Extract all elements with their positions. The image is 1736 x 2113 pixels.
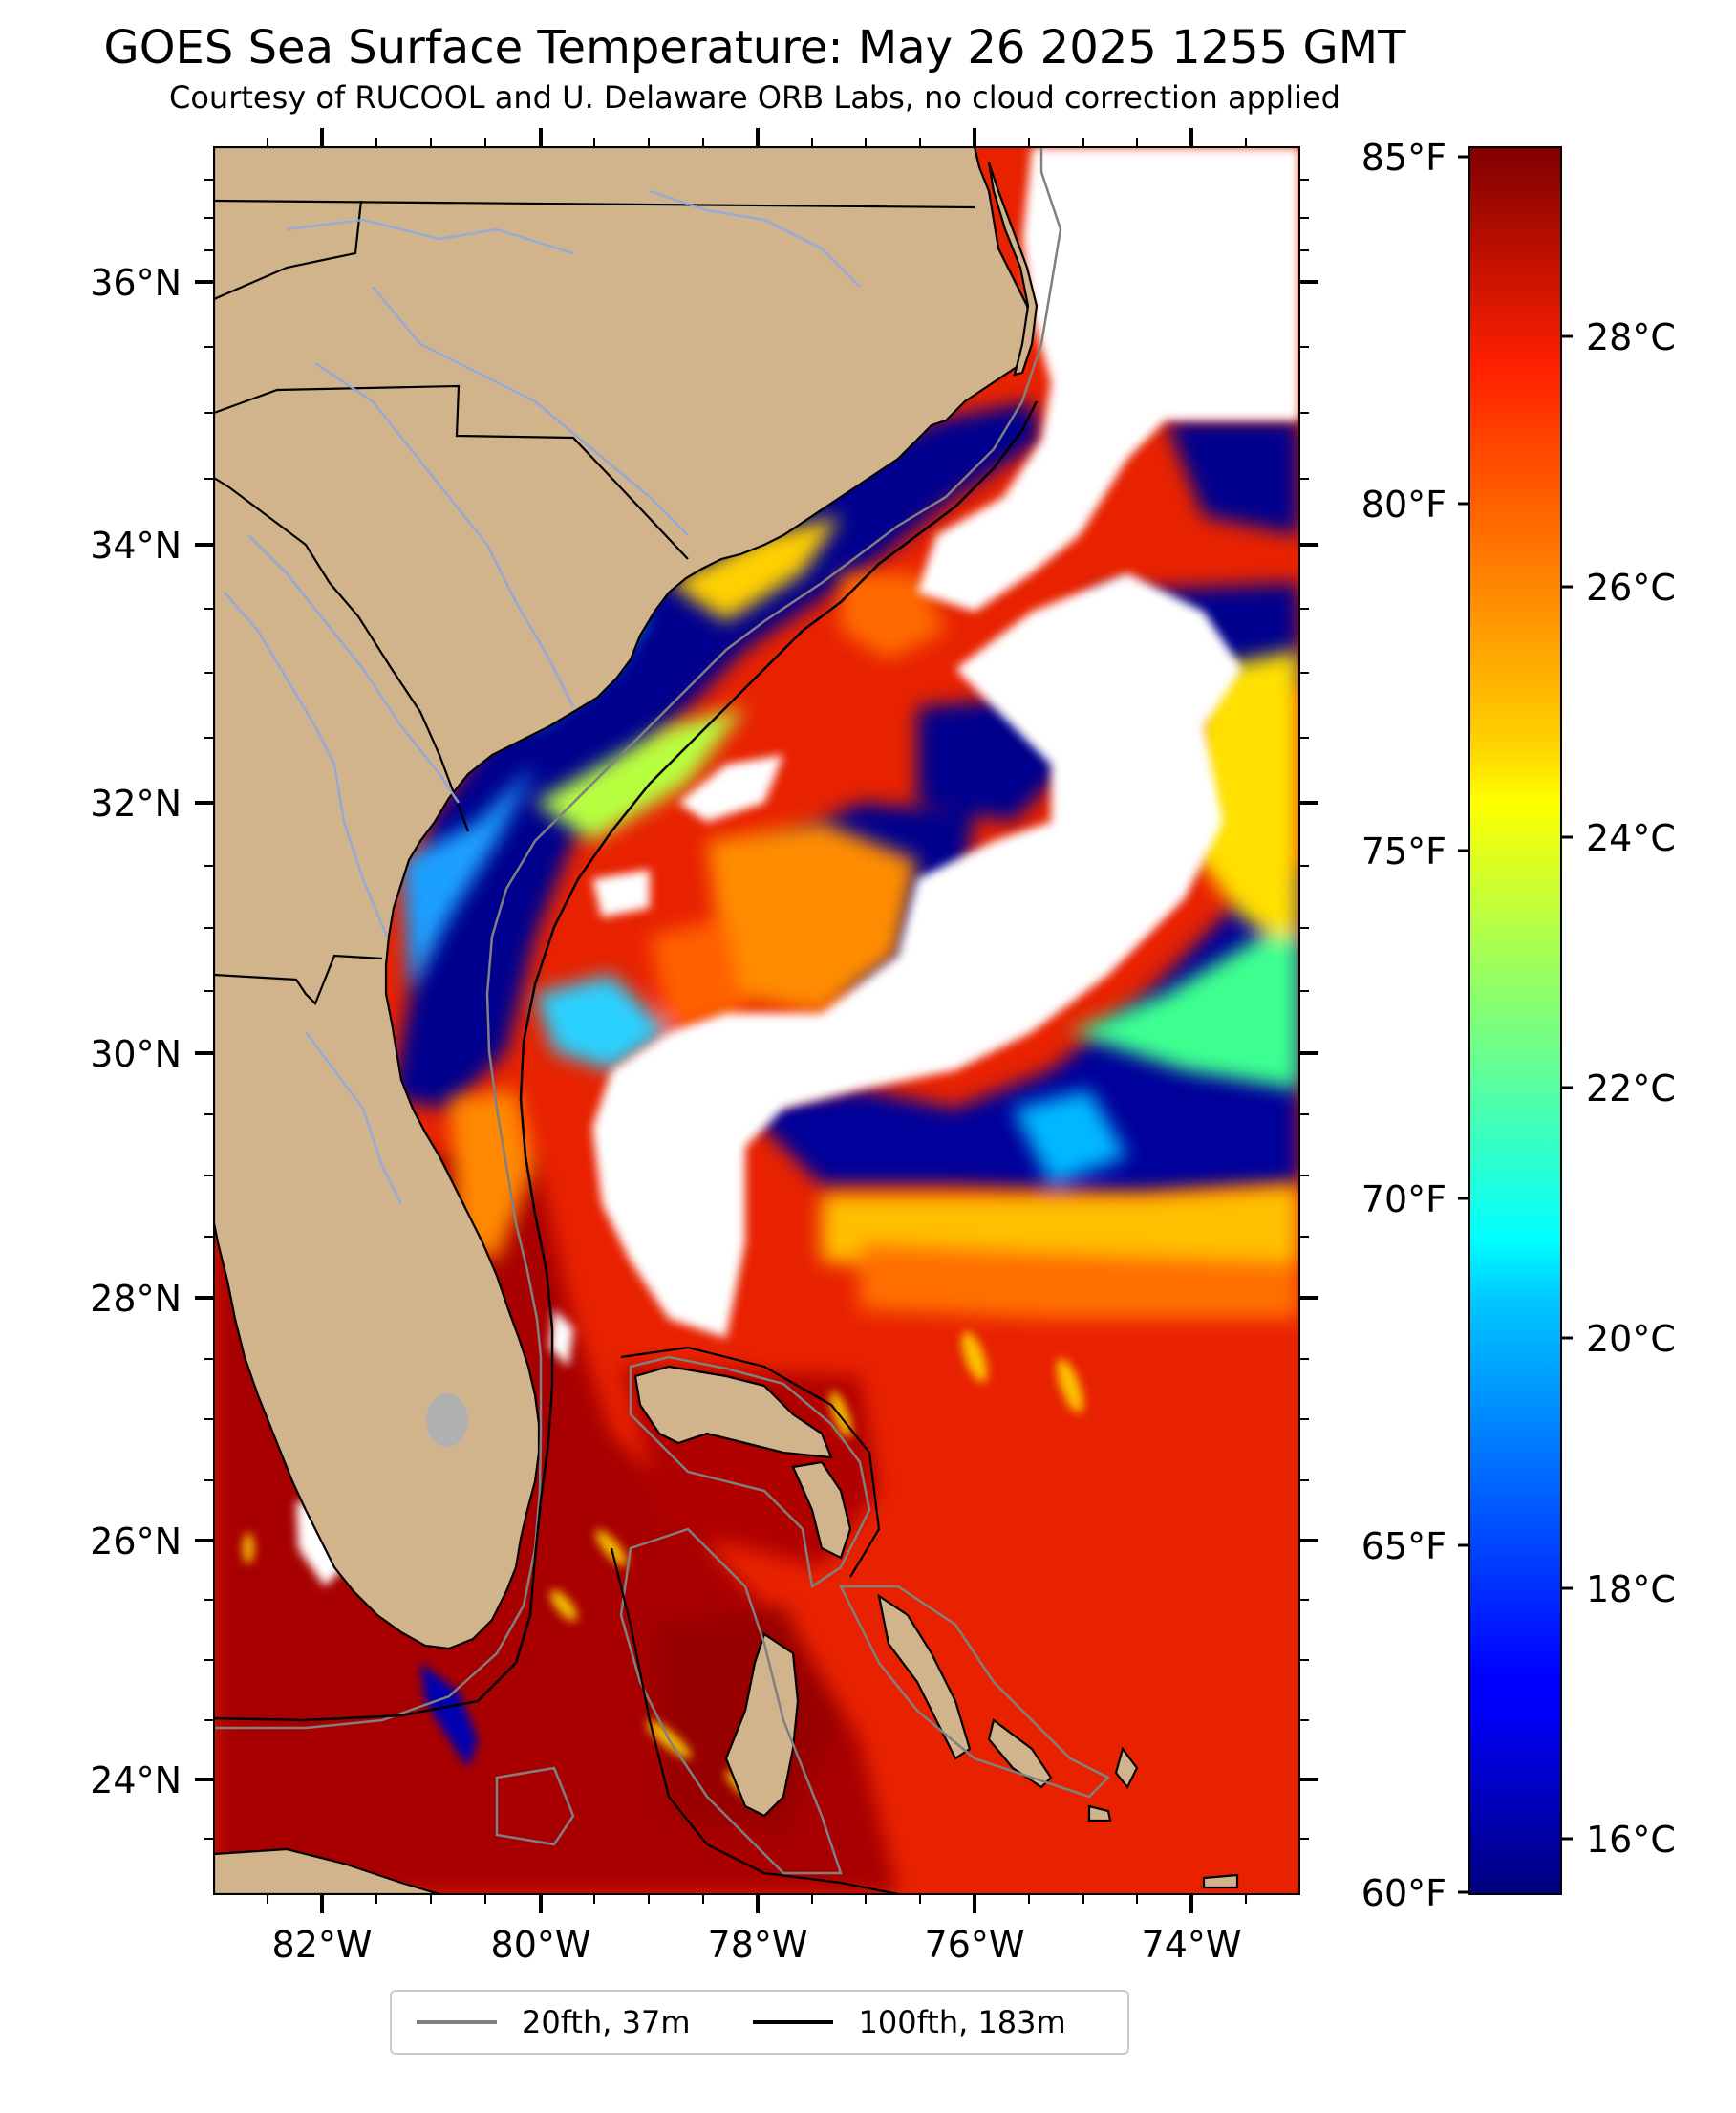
bahamas-100fth bbox=[610, 1346, 899, 1894]
lat-labels: 36°N 34°N 32°N 30°N 28°N 26°N 24°N bbox=[90, 262, 182, 1801]
fahrenheit-label: 60°F bbox=[1361, 1872, 1447, 1914]
lon-label: 76°W bbox=[925, 1924, 1025, 1966]
colorbar-c-labels: 28°C 26°C 24°C 22°C 20°C 18°C 16°C bbox=[1586, 316, 1676, 1861]
fahrenheit-label: 70°F bbox=[1361, 1178, 1447, 1220]
land bbox=[214, 147, 1239, 1894]
legend-label: 100fth, 183m bbox=[858, 2004, 1066, 2040]
colorbar-f-ticks bbox=[1458, 155, 1469, 1894]
legend-entry-100fth: 100fth, 183m bbox=[753, 2004, 1066, 2040]
lat-label: 28°N bbox=[90, 1278, 182, 1320]
lat-label: 30°N bbox=[90, 1033, 182, 1075]
celsius-label: 24°C bbox=[1586, 817, 1676, 859]
lat-label: 26°N bbox=[90, 1520, 182, 1563]
colorbar-f-labels: 85°F 80°F 75°F 70°F 65°F 60°F bbox=[1361, 137, 1447, 1914]
axis-ticks bbox=[195, 128, 1318, 1913]
lon-label: 78°W bbox=[708, 1924, 808, 1966]
celsius-label: 16°C bbox=[1586, 1819, 1676, 1861]
legend-label: 20fth, 37m bbox=[522, 2004, 691, 2040]
legend-line-gray bbox=[417, 2020, 497, 2024]
celsius-label: 18°C bbox=[1586, 1568, 1676, 1610]
lon-labels: 82°W 80°W 78°W 76°W 74°W bbox=[272, 1924, 1242, 1966]
lat-label: 24°N bbox=[90, 1759, 182, 1801]
rivers bbox=[224, 189, 861, 1205]
colorbar bbox=[1468, 146, 1562, 1895]
map-area bbox=[214, 147, 1299, 1894]
celsius-label: 26°C bbox=[1586, 567, 1676, 609]
lon-label: 80°W bbox=[491, 1924, 591, 1966]
legend-line-black bbox=[753, 2020, 834, 2024]
fahrenheit-label: 80°F bbox=[1361, 484, 1447, 526]
celsius-label: 20°C bbox=[1586, 1318, 1676, 1360]
lat-label: 34°N bbox=[90, 525, 182, 567]
fahrenheit-label: 85°F bbox=[1361, 137, 1447, 179]
keys-cold-plume bbox=[420, 1663, 478, 1768]
map-subtitle: Courtesy of RUCOOL and U. Delaware ORB L… bbox=[169, 79, 1340, 116]
colorbar-c-ticks bbox=[1561, 334, 1573, 1841]
lake-okeechobee bbox=[426, 1393, 468, 1447]
map-title: GOES Sea Surface Temperature: May 26 202… bbox=[103, 21, 1406, 75]
fahrenheit-label: 65°F bbox=[1361, 1525, 1447, 1567]
minor-ticks bbox=[204, 138, 1309, 1904]
lon-label: 82°W bbox=[272, 1924, 373, 1966]
state-borders bbox=[214, 199, 975, 1005]
celsius-label: 28°C bbox=[1586, 316, 1676, 358]
fahrenheit-label: 75°F bbox=[1361, 830, 1447, 873]
lat-label: 32°N bbox=[90, 783, 182, 825]
celsius-label: 22°C bbox=[1586, 1067, 1676, 1110]
isobath-100fth bbox=[214, 400, 1039, 1722]
legend-entry-20fth: 20fth, 37m bbox=[417, 2004, 690, 2040]
isobath-legend: 20fth, 37m 100fth, 183m bbox=[390, 1990, 1129, 2055]
lon-label: 74°W bbox=[1142, 1924, 1242, 1966]
lat-label: 36°N bbox=[90, 262, 182, 304]
